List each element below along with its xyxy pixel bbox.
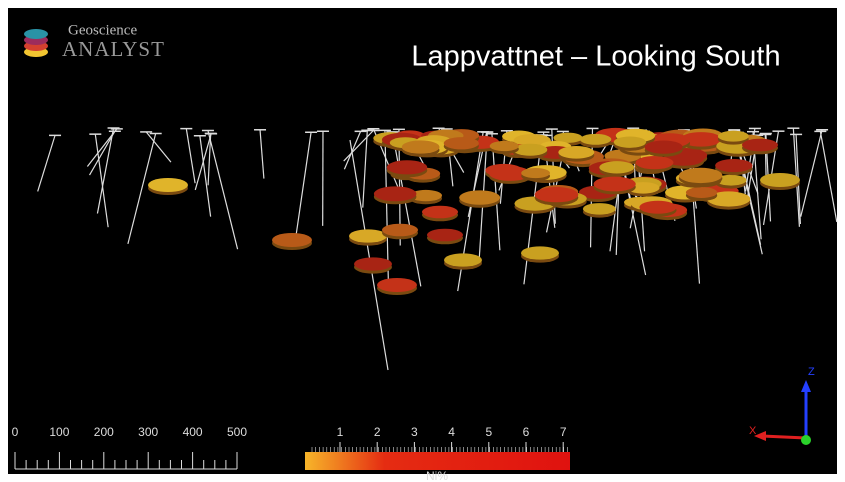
drill-hole <box>127 133 157 245</box>
scene <box>37 127 838 371</box>
disc <box>644 140 683 154</box>
disc <box>444 253 482 267</box>
scale-label: 300 <box>138 425 158 439</box>
disc <box>422 205 458 219</box>
scale-label: 0 <box>12 425 19 439</box>
drill-hole <box>37 135 56 192</box>
disc <box>489 166 532 181</box>
disc <box>401 140 440 154</box>
disc <box>534 187 579 203</box>
x-axis <box>761 434 807 440</box>
disc <box>512 143 548 156</box>
disc <box>386 160 428 175</box>
color-label: 4 <box>448 425 455 439</box>
disc <box>635 156 674 170</box>
disc <box>373 186 417 202</box>
color-label: 1 <box>337 425 344 439</box>
logo: Geoscience ANALYST <box>24 22 165 61</box>
disc <box>593 176 636 192</box>
y-axis <box>801 435 811 445</box>
disc <box>639 200 677 214</box>
drill-hole <box>343 131 362 170</box>
disc <box>579 133 612 145</box>
disc <box>613 136 647 148</box>
disc <box>521 246 559 260</box>
disc <box>354 257 392 271</box>
drill-hole <box>207 133 212 186</box>
disc <box>409 189 443 202</box>
drill-hole <box>96 127 115 214</box>
drill-hole <box>194 133 212 191</box>
drill-hole <box>145 131 172 163</box>
disc <box>558 145 595 159</box>
scale-bar: 0 100 200 300 400 500 <box>12 425 247 470</box>
drill-hole <box>491 133 501 251</box>
logo-icon <box>24 29 48 39</box>
drill-hole <box>94 134 109 228</box>
disc <box>272 233 312 247</box>
drill-hole <box>384 130 389 283</box>
disc <box>489 140 519 152</box>
disc <box>680 132 722 147</box>
x-label: X <box>749 425 757 437</box>
disc <box>377 278 417 292</box>
color-label: 5 <box>485 425 492 439</box>
color-label: 2 <box>374 425 381 439</box>
color-label: 7 <box>560 425 567 439</box>
drill-hole <box>207 130 239 250</box>
z-label: Z <box>808 366 815 378</box>
scale-label: 100 <box>49 425 69 439</box>
title: Lappvattnet – Looking South <box>411 41 780 73</box>
disc <box>760 173 800 187</box>
axis-triad: Z X <box>749 366 815 445</box>
disc <box>685 187 718 198</box>
disc <box>443 137 479 150</box>
disc <box>427 228 463 242</box>
color-bar <box>305 452 570 470</box>
disc <box>707 191 751 207</box>
drill-hole <box>800 129 823 217</box>
drill-hole <box>819 131 838 223</box>
drill-hole <box>259 129 265 179</box>
scale-label: 500 <box>227 425 247 439</box>
color-bar-ticks: 1 2 3 4 5 6 7 <box>311 425 568 452</box>
z-arrow <box>801 380 811 392</box>
drill-hole <box>362 130 368 208</box>
disc <box>599 161 635 174</box>
color-label: 6 <box>523 425 530 439</box>
x-arrow <box>754 431 766 441</box>
drill-hole <box>343 130 374 162</box>
color-label: 3 <box>411 425 418 439</box>
disc <box>742 138 778 152</box>
disc <box>553 132 583 143</box>
disc <box>349 229 387 243</box>
disc <box>715 174 747 186</box>
disc <box>521 167 551 179</box>
disc <box>148 178 188 192</box>
drill-hole <box>199 135 212 217</box>
drill-hole <box>89 130 116 176</box>
logo-text: ANALYST <box>62 37 165 61</box>
scale-label: 200 <box>94 425 114 439</box>
disc <box>717 130 749 142</box>
drill-hole <box>185 128 196 184</box>
disc <box>382 223 418 237</box>
color-bar-caption: Ni% <box>426 469 448 482</box>
disc <box>715 158 753 173</box>
scale-label: 400 <box>183 425 203 439</box>
disc <box>678 167 723 184</box>
disc <box>582 203 616 215</box>
logo-text: Geoscience <box>68 22 137 38</box>
drill-hole <box>86 128 118 167</box>
drill-hole <box>391 131 422 287</box>
drill-hole <box>294 132 312 243</box>
disc <box>459 190 501 205</box>
viewport <box>8 8 837 474</box>
